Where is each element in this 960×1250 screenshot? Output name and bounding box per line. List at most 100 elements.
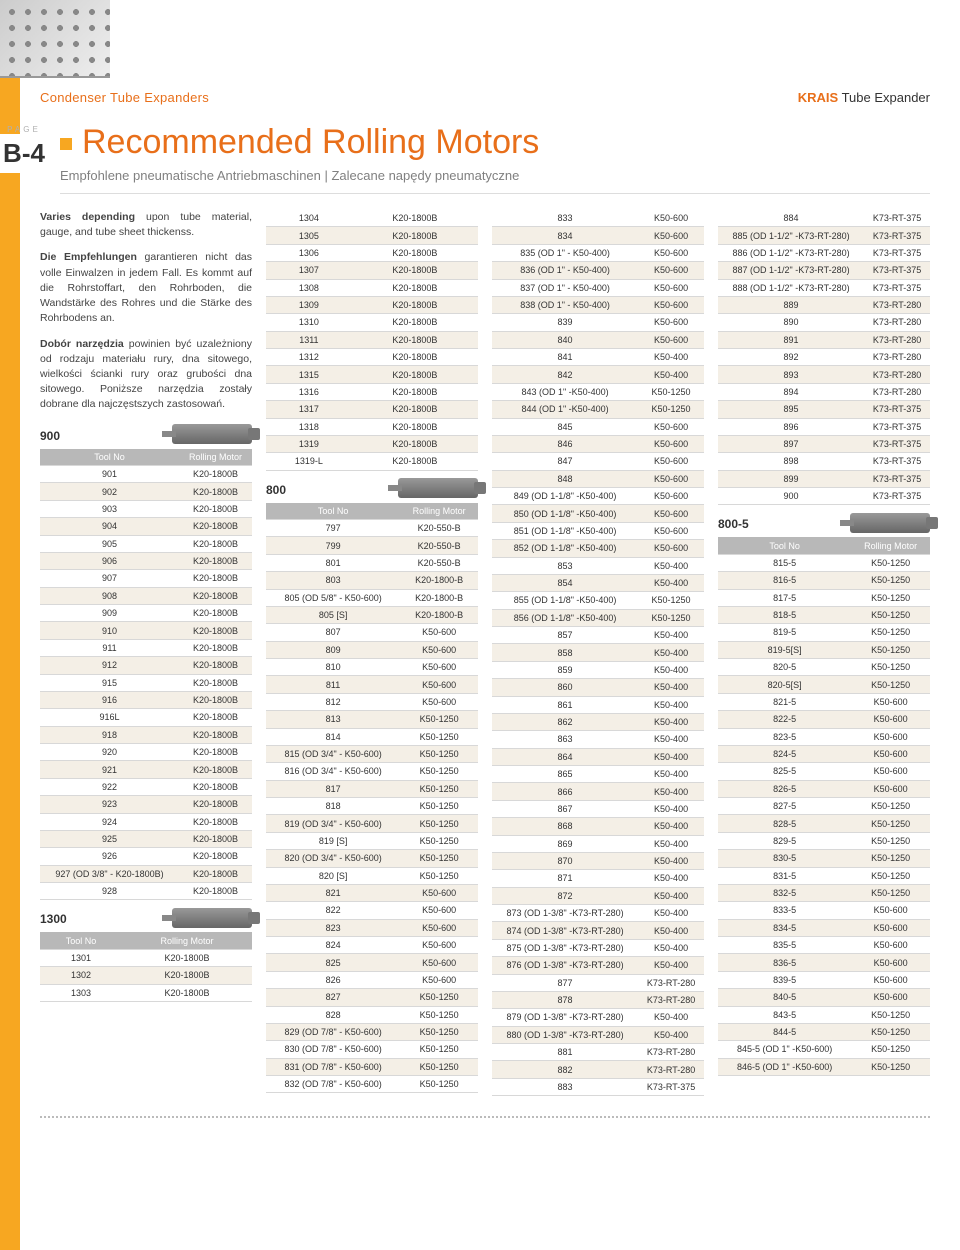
th-tool: Tool No [40, 932, 122, 949]
cell: 1307 [266, 262, 352, 279]
cell: K73-RT-280 [638, 974, 704, 991]
table-row: 823K50-600 [266, 919, 478, 936]
cell: 924 [40, 813, 179, 830]
table-row: 1307K20-1800B [266, 262, 478, 279]
cell: 1306 [266, 244, 352, 261]
cell: 814 [266, 728, 400, 745]
cell: K50-600 [638, 314, 704, 331]
cell: 828-5 [718, 815, 851, 832]
cell: K50-1250 [851, 1023, 930, 1040]
cell: 843-5 [718, 1006, 851, 1023]
cell: 837 (OD 1" - K50-400) [492, 279, 638, 296]
cell: 853 [492, 557, 638, 574]
cell: K50-400 [638, 731, 704, 748]
cell: K50-400 [638, 748, 704, 765]
cell: K20-1800B [352, 314, 478, 331]
cell: K50-1250 [851, 572, 930, 589]
cell: 905 [40, 535, 179, 552]
cell: K50-1250 [400, 1006, 478, 1023]
cell: K50-1250 [400, 867, 478, 884]
cell: K50-600 [851, 919, 930, 936]
cell: 835 (OD 1" - K50-400) [492, 244, 638, 261]
cell: 826-5 [718, 780, 851, 797]
cell: 799 [266, 537, 400, 554]
cell: K50-1250 [851, 867, 930, 884]
cell: 830-5 [718, 850, 851, 867]
table-row: 835 (OD 1" - K50-400)K50-600 [492, 244, 704, 261]
cell: K50-1250 [851, 641, 930, 658]
table-row: 822K50-600 [266, 902, 478, 919]
table-row: 922K20-1800B [40, 778, 252, 795]
title-square-icon [60, 138, 72, 150]
cell: 880 (OD 1-3/8" -K73-RT-280) [492, 1026, 638, 1043]
intro-3-bold: Dobór narzędzia [40, 338, 124, 350]
table-row: 831 (OD 7/8" - K50-600)K50-1250 [266, 1058, 478, 1075]
cell: K20-1800B [179, 587, 252, 604]
cell: K73-RT-375 [864, 401, 930, 418]
cell: 818 [266, 798, 400, 815]
cell: K50-600 [638, 279, 704, 296]
table-row: 817-5K50-1250 [718, 589, 930, 606]
cell: 864 [492, 748, 638, 765]
cell: K50-1250 [400, 832, 478, 849]
th-motor: Rolling Motor [400, 503, 478, 520]
table-row: 851 (OD 1-1/8" -K50-400)K50-600 [492, 522, 704, 539]
table-row: 846K50-600 [492, 435, 704, 452]
cell: K20-1800B [179, 657, 252, 674]
table-row: 799K20-550-B [266, 537, 478, 554]
cell: 820 (OD 3/4" - K50-600) [266, 850, 400, 867]
cell: 876 (OD 1-3/8" -K73-RT-280) [492, 957, 638, 974]
th-motor: Rolling Motor [122, 932, 252, 949]
table-row: 898K73-RT-375 [718, 453, 930, 470]
th-tool: Tool No [266, 503, 400, 520]
cell: K20-550-B [400, 520, 478, 537]
cell: K20-1800B [352, 227, 478, 244]
cell: K50-600 [400, 919, 478, 936]
table-row: 819-5K50-1250 [718, 624, 930, 641]
cell: 845-5 (OD 1" -K50-600) [718, 1041, 851, 1058]
table-800b: 833K50-600834K50-600835 (OD 1" - K50-400… [492, 210, 704, 1096]
table-1300b: 1304K20-1800B1305K20-1800B1306K20-1800B1… [266, 210, 478, 471]
top-line: Condenser Tube Expanders KRAIS Tube Expa… [40, 90, 930, 105]
table-row: 821-5K50-600 [718, 693, 930, 710]
cell: K50-400 [638, 1009, 704, 1026]
table-row: 892K73-RT-280 [718, 349, 930, 366]
cell: 903 [40, 500, 179, 517]
table-row: 916K20-1800B [40, 691, 252, 708]
table-row: 803K20-1800-B [266, 572, 478, 589]
cell: K20-1800-B [400, 589, 478, 606]
cell: K20-1800B [179, 605, 252, 622]
table-row: 890K73-RT-280 [718, 314, 930, 331]
cell: 1303 [40, 984, 122, 1001]
cell: 838 (OD 1" - K50-400) [492, 296, 638, 313]
cell: K20-1800B [179, 691, 252, 708]
table-row: 826-5K50-600 [718, 780, 930, 797]
table-row: 857K50-400 [492, 627, 704, 644]
cell: K50-400 [638, 349, 704, 366]
cell: K50-1250 [400, 850, 478, 867]
table-row: 1319-LK20-1800B [266, 453, 478, 470]
table-row: 867K50-400 [492, 800, 704, 817]
cell: 915 [40, 674, 179, 691]
cell: K50-1250 [638, 592, 704, 609]
table-row: 1319K20-1800B [266, 435, 478, 452]
cell: 854 [492, 574, 638, 591]
cell: K50-600 [638, 296, 704, 313]
table-row: 845K50-600 [492, 418, 704, 435]
cell: 844-5 [718, 1023, 851, 1040]
cell: K50-600 [851, 745, 930, 762]
cell: 816 (OD 3/4" - K50-600) [266, 763, 400, 780]
cell: K50-600 [400, 954, 478, 971]
table-row: 920K20-1800B [40, 744, 252, 761]
cell: 809 [266, 641, 400, 658]
cell: 902 [40, 483, 179, 500]
cell: K73-RT-375 [864, 210, 930, 227]
table-row: 833K50-600 [492, 210, 704, 227]
cell: 878 [492, 991, 638, 1008]
cell: 797 [266, 520, 400, 537]
cell: 839 [492, 314, 638, 331]
table-row: 882K73-RT-280 [492, 1061, 704, 1078]
cell: K20-1800B [179, 883, 252, 900]
cell: 888 (OD 1-1/2" -K73-RT-280) [718, 279, 864, 296]
table-row: 1312K20-1800B [266, 349, 478, 366]
